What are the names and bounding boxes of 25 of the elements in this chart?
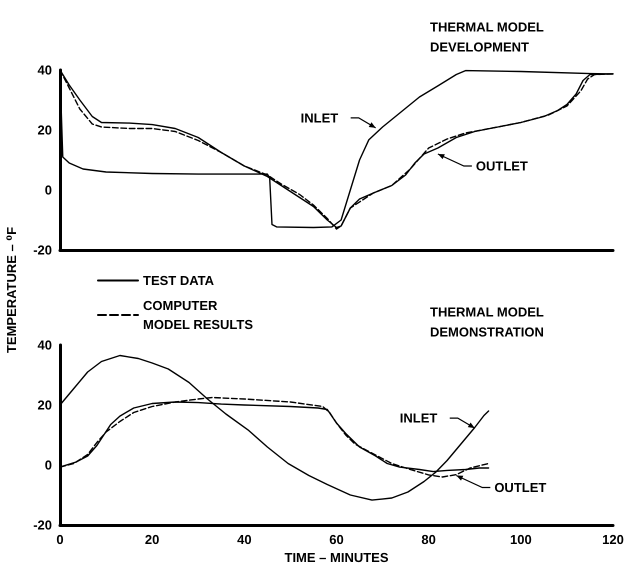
legend-label: TEST DATA (143, 273, 215, 288)
annotation: OUTLET (476, 158, 528, 174)
x-tick-label: 40 (237, 532, 252, 547)
y-tick-label: 20 (38, 122, 52, 138)
x-tick-label: 80 (421, 532, 436, 547)
y-tick-label: 40 (38, 62, 52, 78)
x-tick-label: 20 (144, 532, 160, 547)
y-tick-label: -20 (33, 518, 52, 532)
y-axis-title: TEMPERATURE – ⁰F (4, 226, 20, 354)
x-tick-label: 100 (510, 532, 532, 547)
x-tick-label: 0 (56, 532, 64, 547)
annotation: INLET (400, 410, 438, 426)
annotation: OUTLET (494, 480, 546, 495)
y-tick-label: 40 (38, 338, 52, 352)
x-tick-label: 120 (602, 532, 624, 547)
y-tick-label: -20 (33, 242, 52, 258)
y-tick-label: 20 (38, 398, 52, 412)
chart-title: THERMAL MODEL DEMONSTRATION (430, 304, 548, 340)
x-tick-label: 60 (329, 532, 344, 547)
annotation: INLET (300, 110, 338, 126)
x-axis-title: TIME – MINUTES (284, 550, 389, 565)
legend-label: COMPUTER MODEL RESULTS (143, 298, 254, 332)
chart-title: THERMAL MODEL DEVELOPMENT (430, 20, 548, 54)
y-tick-label: 0 (44, 458, 52, 472)
y-tick-label: 0 (44, 182, 52, 198)
